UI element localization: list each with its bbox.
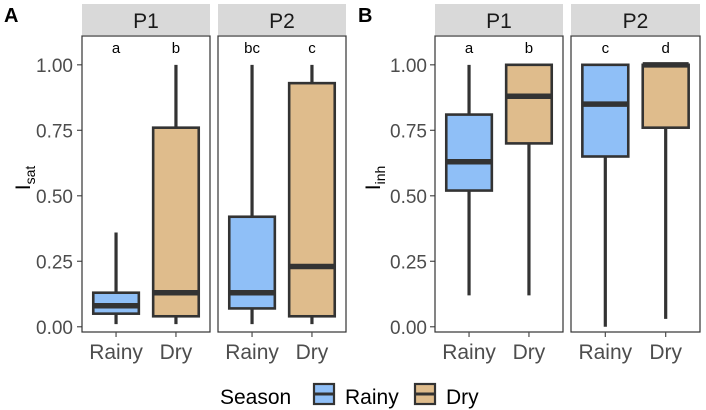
x-tick-label-a-p2-rainy: Rainy: [225, 341, 279, 364]
sig-letter-a-p2-rainy: bc: [244, 40, 260, 57]
y-tick-label-a-2: 0.50: [36, 187, 73, 208]
y-tick-label-a-1: 0.25: [36, 252, 73, 273]
facet-strip-a-p1: [82, 4, 210, 35]
x-tick-label-a-p1-rainy: Rainy: [89, 341, 143, 364]
y-axis-title-a-sub: sat: [22, 166, 38, 185]
box-b-p2-rainy: [581, 63, 630, 158]
y-tick-label-b-2: 0.50: [390, 187, 427, 208]
sig-letter-a-p1-dry: b: [172, 40, 180, 57]
legend-key-dry: [413, 382, 437, 406]
box-b-p2-dry: [641, 63, 690, 129]
panel-label-b: B: [358, 5, 372, 27]
sig-letter-b-p2-rainy: c: [602, 40, 610, 57]
x-tick-label-a-p1-dry: Dry: [160, 341, 193, 364]
y-axis-title-b-sub: inh: [372, 166, 388, 185]
y-axis-title-b-main: I: [362, 184, 385, 190]
y-tick-label-a-4: 1.00: [36, 56, 73, 77]
legend-label-rainy: Rainy: [345, 386, 399, 409]
panel-border-a-p2: [217, 35, 347, 333]
box-a-p1-dry: [151, 126, 201, 318]
legend-key-rainy: [312, 382, 336, 406]
facet-strip-label-b-p1: P1: [486, 10, 512, 33]
facet-strip-label-b-p2: P2: [623, 10, 649, 33]
panel-border-b-p2: [570, 35, 701, 333]
facet-strip-a-p2: [218, 4, 346, 35]
panel-border-a-p1: [81, 35, 211, 333]
facet-strip-b-p2: [571, 4, 700, 35]
x-tick-label-b-p1-dry: Dry: [513, 341, 546, 364]
chart-marks: 0.000.250.500.751.00P1aRainybDryP2bcRain…: [36, 4, 701, 364]
sig-letter-b-p1-rainy: a: [465, 40, 474, 57]
x-tick-label-b-p2-rainy: Rainy: [578, 341, 632, 364]
legend-label-dry: Dry: [446, 386, 479, 409]
sig-letter-b-p1-dry: b: [525, 40, 533, 57]
y-tick-label-b-4: 1.00: [390, 56, 427, 77]
facet-strip-label-a-p1: P1: [133, 10, 159, 33]
x-tick-label-a-p2-dry: Dry: [296, 341, 329, 364]
x-tick-label-b-p1-rainy: Rainy: [442, 341, 496, 364]
facet-strip-label-a-p2: P2: [269, 10, 295, 33]
y-tick-label-a-0: 0.00: [36, 318, 73, 339]
x-tick-label-b-p2-dry: Dry: [649, 341, 682, 364]
box-a-p2-dry: [287, 81, 337, 318]
legend: Season Rainy Dry: [220, 382, 479, 409]
box-b-p1-rainy: [444, 113, 494, 192]
y-axis-title-a: Isat: [12, 166, 38, 191]
y-tick-label-a-3: 0.75: [36, 121, 73, 142]
sig-letter-b-p2-dry: d: [662, 40, 670, 57]
sig-letter-a-p2-dry: c: [308, 40, 316, 57]
sig-letter-a-p1-rainy: a: [112, 40, 121, 57]
y-axis-title-b: Iinh: [362, 166, 388, 191]
box-b-p1-dry: [504, 63, 554, 145]
y-tick-label-b-0: 0.00: [390, 318, 427, 339]
y-tick-label-b-3: 0.75: [390, 121, 427, 142]
y-axis-title-a-main: I: [12, 184, 35, 190]
legend-title: Season: [220, 386, 291, 409]
panel-label-a: A: [4, 5, 18, 27]
y-tick-label-b-1: 0.25: [390, 252, 427, 273]
facet-strip-b-p1: [435, 4, 563, 35]
panel-border-b-p1: [434, 35, 564, 333]
